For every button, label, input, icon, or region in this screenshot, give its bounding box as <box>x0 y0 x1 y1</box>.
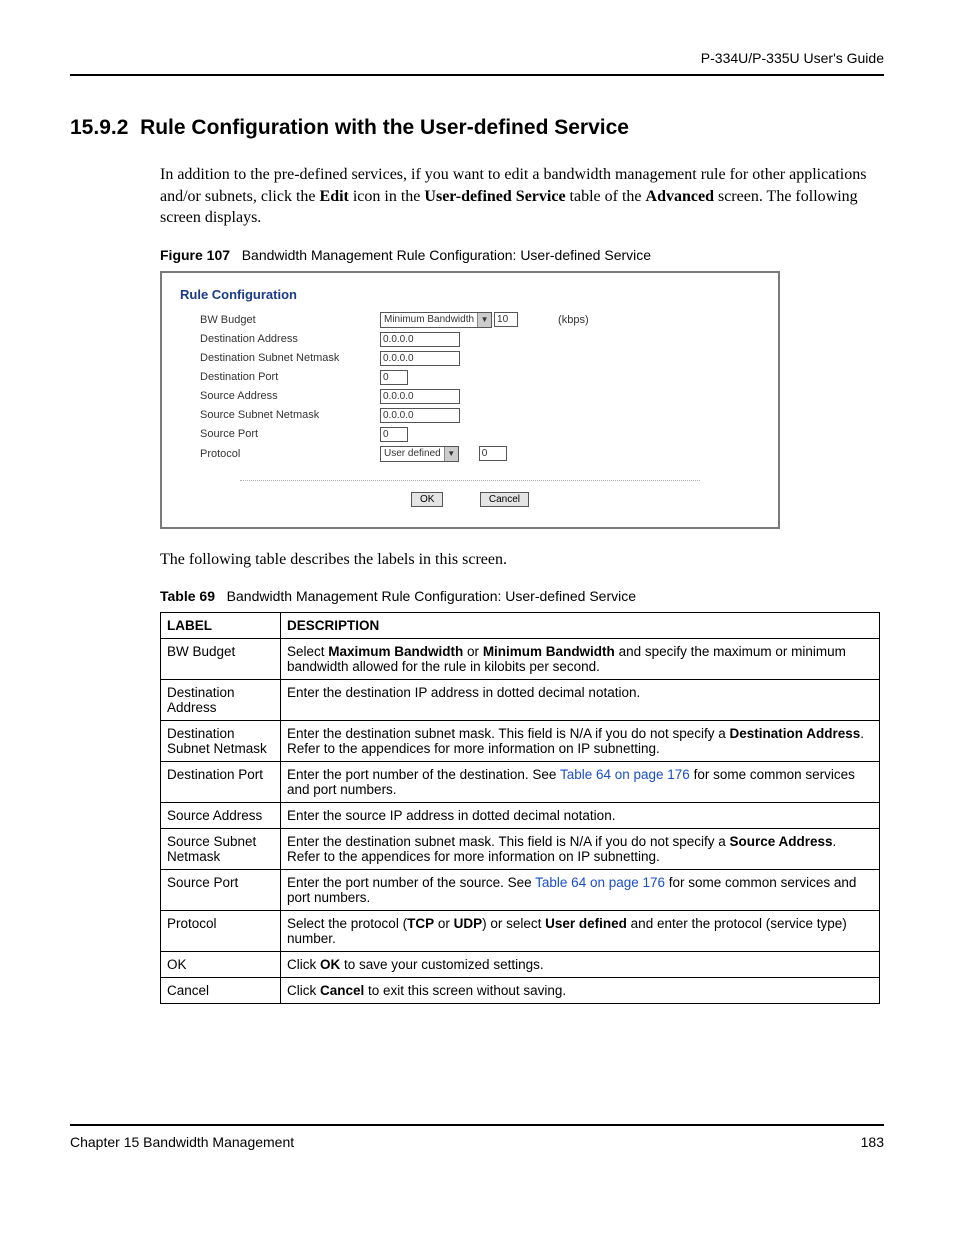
input-dest-addr[interactable]: 0.0.0.0 <box>380 332 460 347</box>
chevron-down-icon: ▼ <box>477 313 491 327</box>
table-row: Source Subnet NetmaskEnter the destinati… <box>161 829 880 870</box>
cell-label: Destination Port <box>161 762 281 803</box>
row-src-mask: Source Subnet Netmask 0.0.0.0 <box>180 408 760 423</box>
th-label: LABEL <box>161 613 281 639</box>
figure-caption-text: Bandwidth Management Rule Configuration:… <box>242 247 651 263</box>
row-src-port: Source Port 0 <box>180 427 760 442</box>
label-protocol: Protocol <box>180 448 380 460</box>
cell-desc: Click Cancel to exit this screen without… <box>281 978 880 1004</box>
table-caption: Table 69 Bandwidth Management Rule Confi… <box>160 588 884 604</box>
row-bw-budget: BW Budget Minimum Bandwidth ▼ 10 (kbps) <box>180 312 760 328</box>
cell-desc: Enter the source IP address in dotted de… <box>281 803 880 829</box>
label-dest-mask: Destination Subnet Netmask <box>180 352 380 364</box>
footer-page-number: 183 <box>861 1134 884 1150</box>
cell-desc: Enter the destination subnet mask. This … <box>281 721 880 762</box>
row-dest-mask: Destination Subnet Netmask 0.0.0.0 <box>180 351 760 366</box>
intro-bold-uds: User-defined Service <box>424 188 565 205</box>
figure-caption: Figure 107 Bandwidth Management Rule Con… <box>160 247 884 263</box>
label-dest-port: Destination Port <box>180 371 380 383</box>
table-row: BW BudgetSelect Maximum Bandwidth or Min… <box>161 639 880 680</box>
table-row: Destination PortEnter the port number of… <box>161 762 880 803</box>
select-protocol[interactable]: User defined ▼ <box>380 446 459 462</box>
panel-title: Rule Configuration <box>180 287 760 302</box>
select-bw-type[interactable]: Minimum Bandwidth ▼ <box>380 312 492 328</box>
input-src-mask[interactable]: 0.0.0.0 <box>380 408 460 423</box>
label-bw-budget: BW Budget <box>180 314 380 326</box>
figure-label: Figure 107 <box>160 247 230 263</box>
label-src-mask: Source Subnet Netmask <box>180 409 380 421</box>
table-caption-text: Bandwidth Management Rule Configuration:… <box>227 588 636 604</box>
footer-chapter: Chapter 15 Bandwidth Management <box>70 1134 294 1150</box>
table-row: Source AddressEnter the source IP addres… <box>161 803 880 829</box>
section-title-text: Rule Configuration with the User-defined… <box>140 116 629 139</box>
cell-label: Destination Subnet Netmask <box>161 721 281 762</box>
cell-desc: Enter the destination subnet mask. This … <box>281 829 880 870</box>
input-dest-mask[interactable]: 0.0.0.0 <box>380 351 460 366</box>
page: P-334U/P-335U User's Guide 15.9.2 Rule C… <box>0 0 954 1190</box>
ok-button[interactable]: OK <box>411 492 443 507</box>
cross-ref-link[interactable]: Table 64 on page 176 <box>560 767 690 782</box>
input-src-port[interactable]: 0 <box>380 427 408 442</box>
cell-desc: Select Maximum Bandwidth or Minimum Band… <box>281 639 880 680</box>
label-dest-addr: Destination Address <box>180 333 380 345</box>
table-row: Destination Subnet NetmaskEnter the dest… <box>161 721 880 762</box>
cell-label: Source Address <box>161 803 281 829</box>
section-number: 15.9.2 <box>70 116 128 139</box>
label-src-port: Source Port <box>180 428 380 440</box>
label-src-addr: Source Address <box>180 390 380 402</box>
intro-mid1: icon in the <box>349 188 425 205</box>
cell-label: Destination Address <box>161 680 281 721</box>
cancel-button[interactable]: Cancel <box>480 492 529 507</box>
input-protocol-num[interactable]: 0 <box>479 446 507 461</box>
cell-desc: Enter the port number of the source. See… <box>281 870 880 911</box>
table-row: CancelClick Cancel to exit this screen w… <box>161 978 880 1004</box>
row-src-addr: Source Address 0.0.0.0 <box>180 389 760 404</box>
input-dest-port[interactable]: 0 <box>380 370 408 385</box>
intro-bold-advanced: Advanced <box>646 188 714 205</box>
table-row: ProtocolSelect the protocol (TCP or UDP)… <box>161 911 880 952</box>
cell-label: Source Port <box>161 870 281 911</box>
label-kbps: (kbps) <box>558 314 589 326</box>
cell-desc: Select the protocol (TCP or UDP) or sele… <box>281 911 880 952</box>
description-table: LABEL DESCRIPTION BW BudgetSelect Maximu… <box>160 612 880 1004</box>
cell-label: Cancel <box>161 978 281 1004</box>
cell-label: OK <box>161 952 281 978</box>
row-protocol: Protocol User defined ▼ 0 <box>180 446 760 462</box>
cell-desc: Enter the port number of the destination… <box>281 762 880 803</box>
section-heading: 15.9.2 Rule Configuration with the User-… <box>70 116 884 140</box>
cell-desc: Enter the destination IP address in dott… <box>281 680 880 721</box>
cross-ref-link[interactable]: Table 64 on page 176 <box>535 875 665 890</box>
page-footer: Chapter 15 Bandwidth Management 183 <box>70 1124 884 1150</box>
button-row: OK Cancel <box>240 480 700 507</box>
intro-paragraph: In addition to the pre-defined services,… <box>70 164 884 229</box>
row-dest-addr: Destination Address 0.0.0.0 <box>180 332 760 347</box>
cell-label: BW Budget <box>161 639 281 680</box>
cell-desc: Click OK to save your customized setting… <box>281 952 880 978</box>
table-row: Source PortEnter the port number of the … <box>161 870 880 911</box>
input-src-addr[interactable]: 0.0.0.0 <box>380 389 460 404</box>
header-guide-title: P-334U/P-335U User's Guide <box>70 50 884 76</box>
select-protocol-text: User defined <box>381 448 444 459</box>
select-bw-type-text: Minimum Bandwidth <box>381 314 477 325</box>
input-bw-value[interactable]: 10 <box>494 312 518 327</box>
table-label: Table 69 <box>160 588 215 604</box>
cell-label: Source Subnet Netmask <box>161 829 281 870</box>
cell-label: Protocol <box>161 911 281 952</box>
th-desc: DESCRIPTION <box>281 613 880 639</box>
row-dest-port: Destination Port 0 <box>180 370 760 385</box>
intro-mid2: table of the <box>566 188 646 205</box>
after-figure-text: The following table describes the labels… <box>70 549 884 571</box>
intro-bold-edit: Edit <box>320 188 349 205</box>
table-row: Destination AddressEnter the destination… <box>161 680 880 721</box>
chevron-down-icon: ▼ <box>444 447 458 461</box>
rule-config-panel: Rule Configuration BW Budget Minimum Ban… <box>160 271 780 529</box>
table-row: OKClick OK to save your customized setti… <box>161 952 880 978</box>
